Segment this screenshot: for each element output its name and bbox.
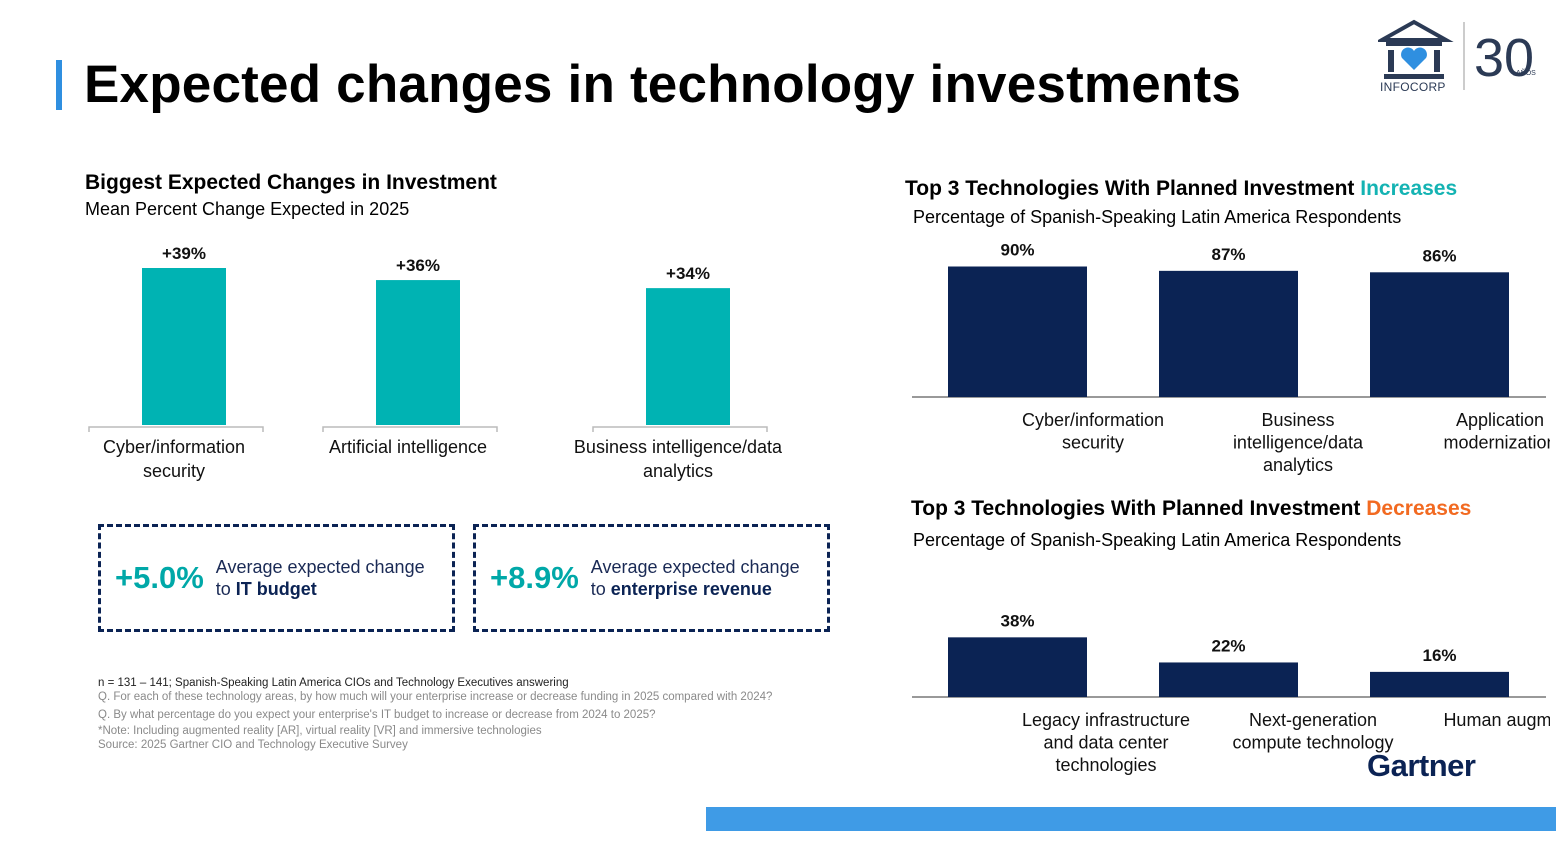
kpi-description: Average expected change to IT budget bbox=[216, 556, 425, 600]
kpi-text: Average expected change bbox=[215, 557, 425, 577]
category-label: technologies bbox=[1055, 755, 1156, 775]
category-label: security bbox=[1062, 433, 1124, 453]
kpi-it-budget: +5.0% Average expected change to IT budg… bbox=[98, 524, 455, 632]
category-label: Cyber/information bbox=[1022, 410, 1164, 430]
category-label: Business intelligence/data bbox=[574, 437, 783, 457]
category-label: Business bbox=[1261, 410, 1334, 430]
increase-title-highlight: Increases bbox=[1360, 177, 1458, 200]
bar bbox=[948, 637, 1087, 697]
gartner-logo: Gartner bbox=[1367, 748, 1476, 783]
category-label: Cyber/information bbox=[103, 437, 245, 457]
category-label: and data center bbox=[1043, 733, 1168, 753]
category-label: security bbox=[143, 461, 205, 481]
value-label: 90% bbox=[1000, 241, 1034, 260]
footnote-question-2: Q. By what percentage do you expect your… bbox=[98, 709, 656, 721]
footnote-note: *Note: Including augmented reality [AR],… bbox=[98, 725, 542, 737]
decrease-chart: 38% Legacy infrastructure and data centert… bbox=[912, 611, 1550, 775]
title-accent-bar bbox=[56, 60, 62, 110]
value-label: 86% bbox=[1422, 246, 1456, 265]
footnote-sample: n = 131 – 141; Spanish-Speaking Latin Am… bbox=[98, 677, 569, 689]
category-label: Application bbox=[1456, 410, 1544, 430]
category-label: Human augmentation* bbox=[1443, 710, 1550, 730]
increase-chart: 90% Cyber/information security 87% Business i… bbox=[912, 241, 1550, 475]
decrease-title-highlight: Decreases bbox=[1366, 497, 1472, 520]
bar-baseline bbox=[88, 426, 264, 432]
bar bbox=[1370, 272, 1509, 397]
increase-chart-subtitle: Percentage of Spanish-Speaking Latin Ame… bbox=[913, 207, 1402, 227]
bar bbox=[142, 268, 226, 425]
value-label: 87% bbox=[1211, 245, 1245, 264]
kpi-value: +8.9% bbox=[490, 560, 579, 595]
category-label: analytics bbox=[1263, 455, 1333, 475]
decrease-chart-subtitle: Percentage of Spanish-Speaking Latin Ame… bbox=[913, 530, 1402, 550]
kpi-value: +5.0% bbox=[115, 560, 204, 595]
bar bbox=[376, 280, 460, 425]
logo-org-name: INFOCORP bbox=[1380, 80, 1446, 94]
footnote-question-1: Q. For each of these technology areas, b… bbox=[98, 691, 773, 703]
category-label: Legacy infrastructure bbox=[1022, 710, 1190, 730]
increase-title-text: Top 3 Technologies With Planned Investme… bbox=[905, 177, 1361, 200]
bar bbox=[646, 288, 730, 425]
kpi-emphasis: enterprise revenue bbox=[610, 579, 772, 599]
kpi-enterprise-revenue: +8.9% Average expected change to enterpr… bbox=[473, 524, 830, 632]
bar bbox=[948, 266, 1087, 397]
investment-change-chart: +39% Cyber/information security +36% Artific… bbox=[88, 244, 783, 481]
infocorp-logo: 30 AÑOS bbox=[1378, 19, 1536, 90]
value-label: +36% bbox=[396, 256, 440, 275]
kpi-emphasis: IT budget bbox=[235, 579, 317, 599]
decrease-title-text: Top 3 Technologies With Planned Investme… bbox=[911, 497, 1367, 520]
value-label: 16% bbox=[1422, 646, 1456, 665]
anniversary-number: 30 bbox=[1474, 28, 1534, 88]
value-label: 22% bbox=[1211, 636, 1245, 655]
left-chart-title: Biggest Expected Changes in Investment bbox=[85, 171, 497, 194]
bar-baseline bbox=[322, 426, 498, 432]
bar-baseline bbox=[592, 426, 768, 432]
category-label: intelligence/data bbox=[1233, 433, 1364, 453]
footnote-source: Source: 2025 Gartner CIO and Technology … bbox=[98, 739, 408, 751]
bottom-accent-bar bbox=[706, 807, 1556, 831]
category-label: Artificial intelligence bbox=[329, 437, 487, 457]
anniversary-suffix: AÑOS bbox=[1516, 68, 1536, 77]
kpi-text: Average expected change bbox=[590, 557, 800, 577]
category-label: modernization bbox=[1443, 433, 1550, 453]
increase-chart-title: Top 3 Technologies With Planned Investme… bbox=[905, 177, 1457, 201]
kpi-prefix: to bbox=[590, 579, 611, 599]
bar bbox=[1159, 270, 1298, 397]
value-label: 38% bbox=[1000, 611, 1034, 630]
left-chart-subtitle: Mean Percent Change Expected in 2025 bbox=[85, 199, 410, 219]
category-label: Next-generation bbox=[1249, 710, 1377, 730]
bar bbox=[1159, 662, 1298, 697]
value-label: +39% bbox=[162, 244, 206, 263]
kpi-prefix: to bbox=[215, 579, 236, 599]
category-label: analytics bbox=[643, 461, 713, 481]
kpi-description: Average expected change to enterprise re… bbox=[591, 556, 800, 600]
page-title: Expected changes in technology investmen… bbox=[84, 55, 1242, 114]
value-label: +34% bbox=[666, 264, 710, 283]
decrease-chart-title: Top 3 Technologies With Planned Investme… bbox=[911, 497, 1471, 521]
bar bbox=[1370, 671, 1509, 697]
category-label: compute technology bbox=[1232, 733, 1393, 753]
